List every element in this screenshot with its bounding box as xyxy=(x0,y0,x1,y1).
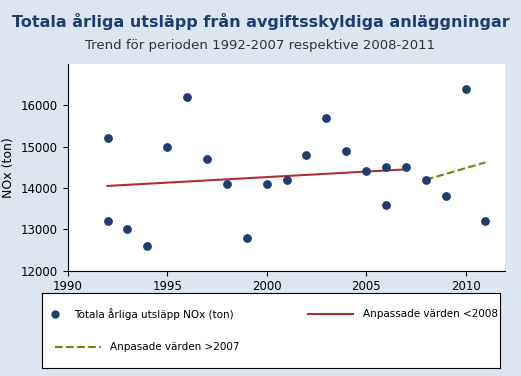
Point xyxy=(362,168,370,174)
Point xyxy=(402,164,410,170)
Point xyxy=(322,115,330,121)
Point xyxy=(103,218,111,224)
Point xyxy=(222,181,231,187)
Point xyxy=(203,156,211,162)
Point xyxy=(382,202,390,208)
Y-axis label: NOx (ton): NOx (ton) xyxy=(2,137,15,198)
Text: Totala årliga utsläpp NOx (ton): Totala årliga utsläpp NOx (ton) xyxy=(74,308,233,320)
Point xyxy=(421,177,430,183)
Point xyxy=(441,193,450,199)
Text: Totala årliga utsläpp från avgiftsskyldiga anläggningar: Totala årliga utsläpp från avgiftsskyldi… xyxy=(11,13,510,30)
X-axis label: Deklarationsår: Deklarationsår xyxy=(241,299,332,312)
Point xyxy=(302,152,311,158)
Point xyxy=(282,177,291,183)
Text: Trend för perioden 1992-2007 respektive 2008-2011: Trend för perioden 1992-2007 respektive … xyxy=(85,39,436,53)
Text: Anpasade värden >2007: Anpasade värden >2007 xyxy=(110,343,240,352)
Point xyxy=(123,226,132,232)
Point xyxy=(462,86,470,92)
Point xyxy=(103,135,111,141)
Point xyxy=(183,94,191,100)
Point xyxy=(163,144,171,150)
Point xyxy=(481,218,490,224)
Point xyxy=(263,181,271,187)
Point xyxy=(342,148,351,154)
Text: Anpassade värden <2008: Anpassade värden <2008 xyxy=(363,309,498,319)
Point xyxy=(143,243,152,249)
Point xyxy=(382,164,390,170)
Point xyxy=(243,235,251,241)
